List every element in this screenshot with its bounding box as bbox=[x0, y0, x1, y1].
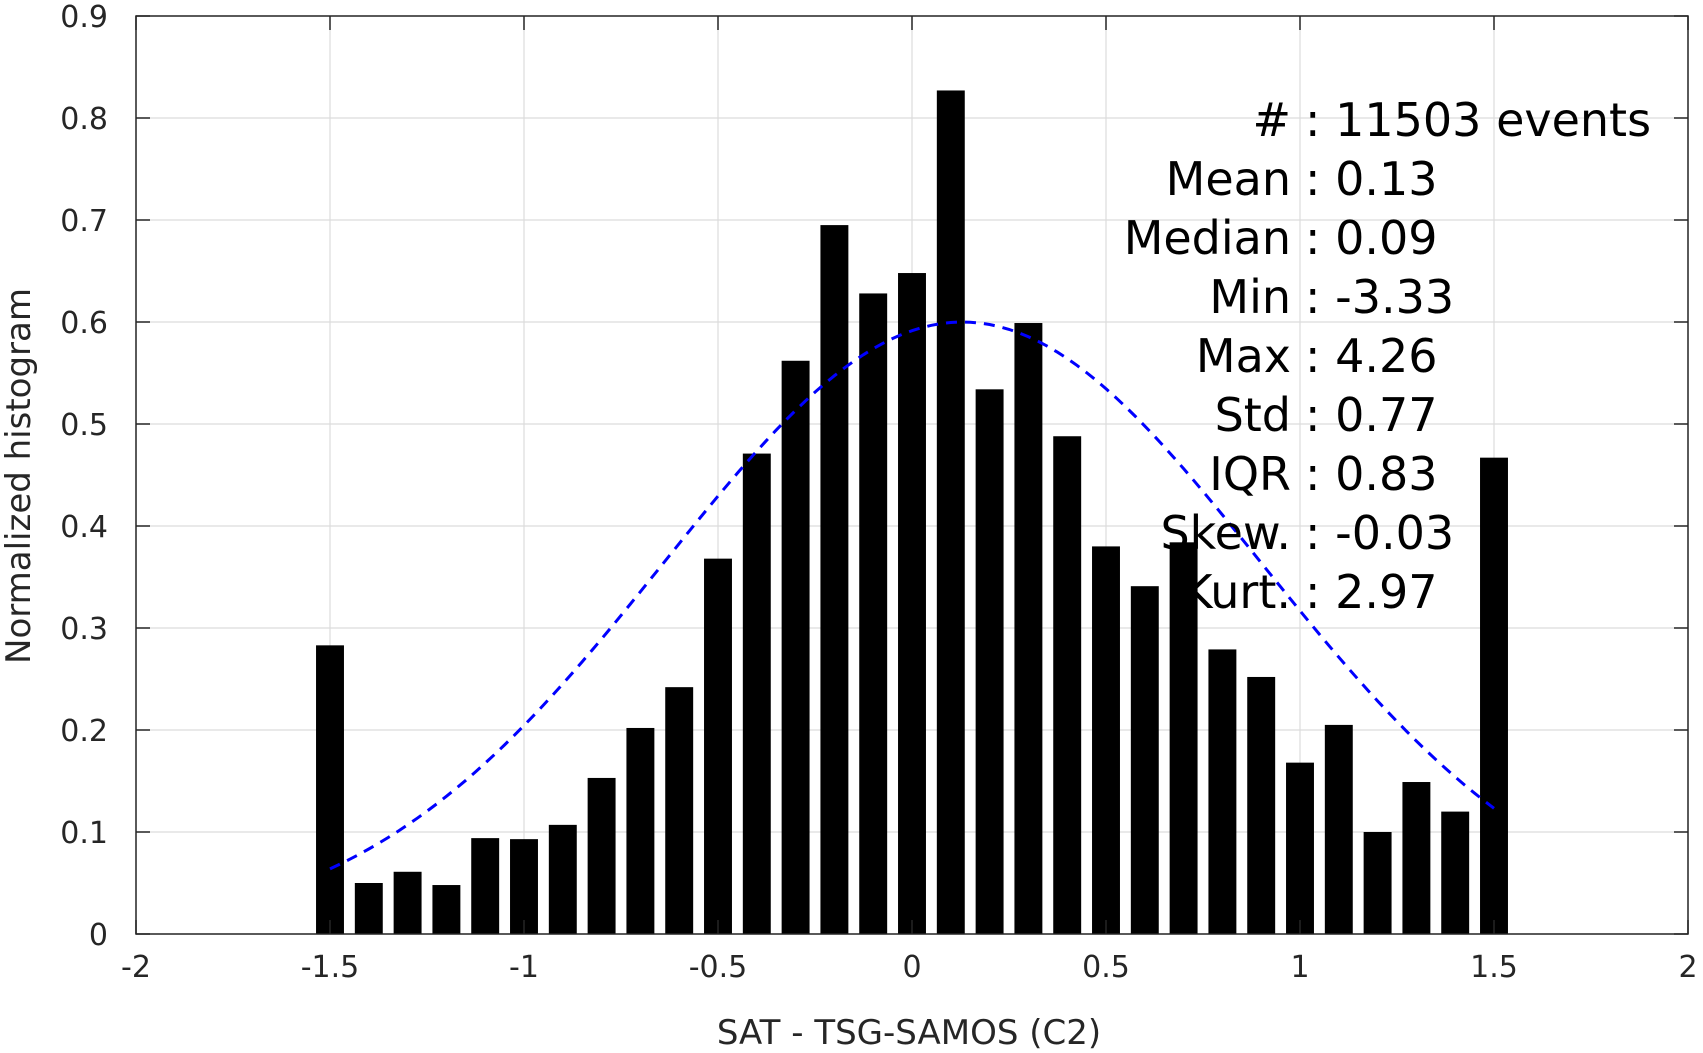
histogram-bar bbox=[1286, 762, 1314, 934]
statistics-value: : 11503 events bbox=[1305, 93, 1651, 147]
histogram-bar bbox=[1169, 542, 1198, 934]
statistics-line: Median : 0.09 bbox=[1124, 211, 1438, 265]
histogram-bar bbox=[1014, 323, 1043, 934]
statistics-value: : 0.09 bbox=[1305, 211, 1438, 265]
histogram-bars bbox=[316, 90, 1508, 935]
statistics-line: Kurt. : 2.97 bbox=[1182, 565, 1437, 619]
histogram-bar bbox=[626, 727, 655, 934]
x-tick-label: 0.5 bbox=[1082, 950, 1130, 985]
histogram-bar bbox=[1402, 782, 1431, 934]
x-tick-label: -0.5 bbox=[689, 950, 748, 985]
histogram-bar bbox=[1363, 832, 1392, 934]
histogram-bar bbox=[1130, 586, 1159, 934]
statistics-label: Mean bbox=[1166, 152, 1291, 206]
statistics-line: Max : 4.26 bbox=[1196, 329, 1438, 383]
histogram-bar bbox=[898, 273, 926, 934]
statistics-value: : 0.77 bbox=[1305, 388, 1438, 442]
statistics-label: Median bbox=[1124, 211, 1291, 265]
statistics-label: Skew. bbox=[1160, 506, 1291, 560]
statistics-value: : 0.83 bbox=[1305, 447, 1438, 501]
statistics-label: Kurt. bbox=[1182, 565, 1291, 619]
histogram-bar bbox=[393, 871, 422, 934]
statistics-value: : 2.97 bbox=[1305, 565, 1438, 619]
tick-marks bbox=[135, 15, 1689, 935]
histogram-bar bbox=[587, 777, 616, 934]
histogram-bar bbox=[859, 293, 888, 934]
x-tick-label: 1 bbox=[1290, 950, 1309, 985]
x-tick-label: -1 bbox=[509, 950, 539, 985]
histogram-bar bbox=[665, 687, 694, 934]
statistics-line: Std : 0.77 bbox=[1215, 388, 1438, 442]
histogram-bar bbox=[1441, 811, 1470, 934]
statistics-line: Mean : 0.13 bbox=[1166, 152, 1438, 206]
y-tick-label: 0.4 bbox=[60, 510, 108, 545]
x-tick-label: 2 bbox=[1678, 950, 1697, 985]
histogram-bar bbox=[1092, 546, 1120, 934]
statistics-value: : 0.13 bbox=[1305, 152, 1438, 206]
statistics-line: IQR : 0.83 bbox=[1209, 447, 1437, 501]
y-tick-label: 0.3 bbox=[60, 612, 108, 647]
histogram-bar bbox=[975, 389, 1004, 934]
histogram-bar bbox=[1208, 649, 1237, 934]
y-tick-label: 0.9 bbox=[60, 0, 108, 35]
statistics-label: IQR bbox=[1209, 447, 1291, 501]
histogram-bar bbox=[354, 883, 383, 934]
x-axis-label: SAT - TSG-SAMOS (C2) bbox=[717, 1013, 1101, 1053]
histogram-bar bbox=[1324, 724, 1353, 934]
statistics-value: : 4.26 bbox=[1305, 329, 1438, 383]
y-tick-label: 0.6 bbox=[60, 306, 108, 341]
histogram-bar bbox=[1247, 676, 1276, 934]
statistics-value: : -3.33 bbox=[1305, 270, 1454, 324]
statistics-line: Skew. : -0.03 bbox=[1160, 506, 1454, 560]
y-tick-label: 0.7 bbox=[60, 204, 108, 239]
statistics-line: Min : -3.33 bbox=[1209, 270, 1454, 324]
x-tick-labels: -2 -1.5 -1 -0.5 0 0.5 1 1.5 2 bbox=[121, 950, 1698, 985]
histogram-bar bbox=[936, 90, 965, 934]
y-tick-label: 0 bbox=[89, 918, 108, 953]
y-tick-labels: 0 0.1 0.2 0.3 0.4 0.5 0.6 0.7 0.8 0.9 bbox=[60, 0, 108, 953]
histogram-bar bbox=[471, 838, 500, 934]
x-tick-label: 1.5 bbox=[1470, 950, 1518, 985]
statistics-label: # bbox=[1252, 93, 1291, 147]
statistics-value: : -0.03 bbox=[1305, 506, 1454, 560]
histogram-bar bbox=[432, 885, 461, 934]
normal-fit-curve bbox=[329, 320, 1495, 871]
statistics-label: Max bbox=[1196, 329, 1291, 383]
histogram-bar bbox=[781, 360, 810, 934]
histogram-bar bbox=[742, 453, 771, 934]
y-tick-label: 0.1 bbox=[60, 816, 108, 851]
x-tick-label: -2 bbox=[121, 950, 151, 985]
histogram-bar bbox=[1053, 436, 1082, 934]
histogram-bar bbox=[510, 839, 538, 934]
y-axis-label: Normalized histogram bbox=[0, 288, 39, 664]
statistics-label: Std bbox=[1215, 388, 1291, 442]
y-tick-label: 0.8 bbox=[60, 102, 108, 137]
statistics-line: # : 11503 events bbox=[1252, 93, 1651, 147]
histogram-bar bbox=[1480, 457, 1508, 934]
statistics-label: Min bbox=[1209, 270, 1291, 324]
y-tick-label: 0.5 bbox=[60, 408, 108, 443]
y-tick-label: 0.2 bbox=[60, 714, 108, 749]
x-tick-label: 0 bbox=[902, 950, 921, 985]
x-tick-label: -1.5 bbox=[301, 950, 360, 985]
histogram-bar bbox=[820, 225, 849, 935]
histogram-bar bbox=[704, 558, 732, 934]
normal-fit-line bbox=[329, 320, 1495, 871]
histogram-bar bbox=[316, 645, 344, 934]
histogram-bar bbox=[548, 824, 577, 934]
